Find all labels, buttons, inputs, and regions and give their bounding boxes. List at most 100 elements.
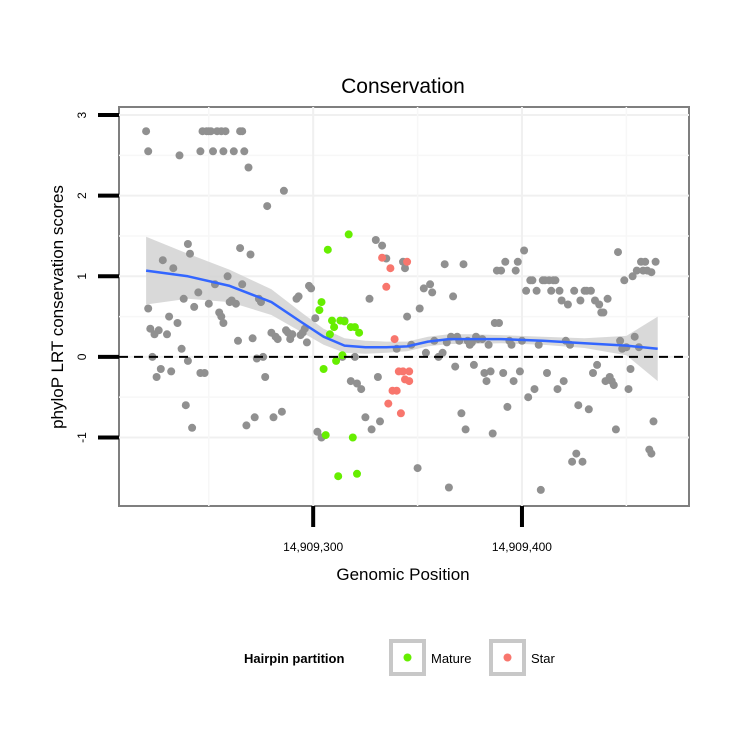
point-other [219, 147, 228, 156]
point-other [231, 299, 240, 308]
point-other [378, 241, 387, 250]
point-other [371, 236, 380, 244]
chart-title: Conservation [341, 75, 465, 98]
point-other [200, 369, 209, 377]
point-other [461, 425, 470, 434]
point-other [488, 429, 497, 438]
point-mature [323, 245, 332, 254]
point-other [221, 127, 230, 136]
point-other [261, 373, 270, 381]
point-other [234, 336, 242, 345]
point-other [250, 413, 259, 422]
point-other [647, 268, 656, 277]
point-other [503, 402, 512, 411]
point-other [513, 257, 522, 266]
legend-title: Hairpin partition [244, 651, 344, 666]
point-star [405, 377, 414, 386]
point-other [144, 304, 153, 313]
point-other [486, 367, 495, 376]
point-other [511, 266, 520, 275]
x-tick-label: 14,909,400 [492, 540, 552, 554]
point-mature [344, 230, 353, 239]
point-mature [355, 328, 364, 337]
point-other [536, 485, 545, 494]
point-other [484, 340, 493, 349]
point-mature [330, 323, 339, 332]
point-other [649, 417, 658, 426]
point-mature [325, 330, 334, 339]
point-other [624, 385, 633, 394]
point-other [146, 324, 155, 333]
point-other [169, 264, 178, 273]
y-tick-label: 3 [75, 111, 89, 118]
point-other [572, 449, 581, 458]
point-other [467, 338, 476, 347]
y-tick-label: -1 [75, 432, 89, 443]
point-other [457, 409, 466, 418]
point-other [595, 300, 604, 309]
point-other [497, 266, 506, 275]
point-mature [350, 323, 359, 332]
y-axis-label: phyloP LRT conservation scores [48, 185, 67, 429]
point-other [534, 340, 543, 349]
grid-lines [119, 107, 689, 506]
point-other [238, 280, 247, 289]
legend-label-mature: Mature [431, 651, 471, 666]
point-other [204, 299, 213, 308]
x-axis-label: Genomic Position [336, 565, 469, 584]
point-star [382, 282, 391, 291]
legend: Hairpin partition Mature Star [244, 639, 556, 676]
point-other [346, 377, 355, 386]
point-mature [353, 469, 361, 478]
point-other [288, 330, 297, 339]
point-other [501, 257, 510, 266]
point-other [311, 314, 320, 323]
point-star [386, 264, 395, 273]
point-mature [319, 365, 328, 373]
point-other [188, 423, 197, 432]
point-other [515, 367, 524, 376]
point-other [444, 483, 453, 492]
point-other [209, 147, 217, 156]
point-other [614, 248, 622, 257]
point-other [482, 377, 491, 386]
point-other [551, 276, 560, 285]
point-star [396, 409, 405, 418]
point-other [419, 284, 428, 293]
point-other [428, 288, 437, 297]
plot-panel [118, 106, 690, 507]
point-other [353, 379, 361, 388]
point-other [570, 286, 579, 295]
point-mature [317, 298, 326, 307]
point-other [142, 127, 151, 136]
point-other [181, 401, 190, 410]
point-other [158, 256, 167, 265]
point-other [574, 401, 583, 410]
point-other [238, 127, 247, 136]
point-mature [321, 431, 330, 440]
y-tick-label: 2 [75, 192, 89, 199]
point-other [183, 240, 192, 248]
point-star [378, 253, 387, 262]
legend-label-star: Star [531, 651, 556, 666]
point-other [236, 244, 245, 253]
point-other [229, 147, 238, 156]
point-other [194, 288, 203, 297]
point-other [367, 425, 376, 434]
point-other [152, 373, 161, 381]
point-mature [328, 316, 336, 325]
point-other [403, 312, 412, 321]
point-other [584, 405, 593, 414]
point-other [555, 286, 564, 295]
point-other [576, 296, 585, 305]
point-other [599, 308, 608, 317]
point-other [440, 260, 449, 269]
point-other [373, 373, 382, 381]
point-other [240, 147, 249, 156]
point-other [589, 369, 597, 377]
point-other [279, 186, 288, 195]
point-star [390, 335, 399, 344]
point-other [365, 294, 374, 303]
point-other [219, 319, 228, 327]
point-other [177, 344, 186, 353]
